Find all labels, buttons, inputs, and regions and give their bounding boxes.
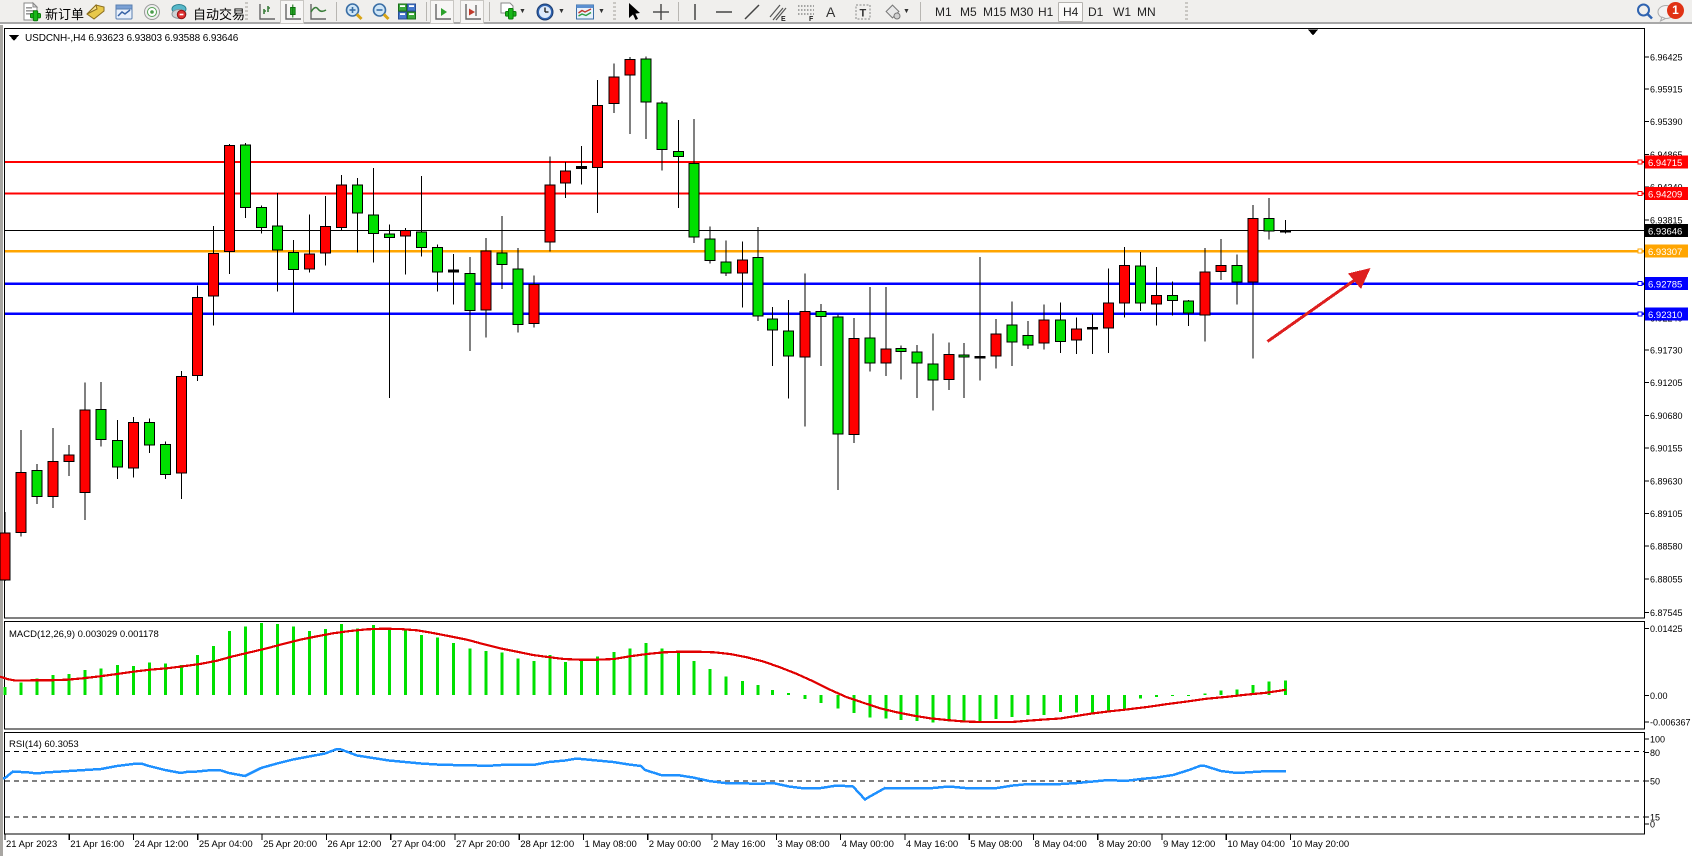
svg-text:25 Apr 04:00: 25 Apr 04:00 bbox=[199, 839, 253, 850]
svg-text:100: 100 bbox=[1650, 735, 1665, 745]
svg-text:2 May 16:00: 2 May 16:00 bbox=[713, 839, 765, 850]
svg-text:10 May 04:00: 10 May 04:00 bbox=[1227, 839, 1285, 850]
svg-text:6.88055: 6.88055 bbox=[1650, 575, 1683, 585]
svg-text:80: 80 bbox=[1650, 748, 1660, 758]
svg-text:-0.006367: -0.006367 bbox=[1650, 718, 1691, 728]
svg-text:1 May 08:00: 1 May 08:00 bbox=[585, 839, 637, 850]
svg-text:21 Apr 2023: 21 Apr 2023 bbox=[6, 839, 57, 850]
svg-text:9 May 12:00: 9 May 12:00 bbox=[1163, 839, 1215, 850]
svg-text:8 May 04:00: 8 May 04:00 bbox=[1034, 839, 1086, 850]
svg-text:15: 15 bbox=[1650, 813, 1660, 823]
svg-text:27 Apr 20:00: 27 Apr 20:00 bbox=[456, 839, 510, 850]
svg-text:6.90155: 6.90155 bbox=[1650, 444, 1683, 454]
svg-text:E: E bbox=[781, 16, 786, 23]
svg-text:25 Apr 20:00: 25 Apr 20:00 bbox=[263, 839, 317, 850]
svg-text:4 May 16:00: 4 May 16:00 bbox=[906, 839, 958, 850]
svg-text:6.91730: 6.91730 bbox=[1650, 345, 1683, 355]
svg-text:4 May 00:00: 4 May 00:00 bbox=[842, 839, 894, 850]
svg-text:21 Apr 16:00: 21 Apr 16:00 bbox=[70, 839, 124, 850]
svg-text:6.94865: 6.94865 bbox=[1650, 150, 1683, 160]
svg-text:USDCNH-,H4 6.93623 6.93803 6.: USDCNH-,H4 6.93623 6.93803 6.93588 6.936… bbox=[25, 33, 239, 44]
svg-text:6.93815: 6.93815 bbox=[1650, 215, 1683, 225]
svg-text:6.94715: 6.94715 bbox=[1648, 158, 1682, 169]
svg-text:6.93307: 6.93307 bbox=[1648, 247, 1682, 258]
svg-text:T: T bbox=[860, 8, 867, 20]
svg-text:24 Apr 12:00: 24 Apr 12:00 bbox=[135, 839, 189, 850]
svg-text:28 Apr 12:00: 28 Apr 12:00 bbox=[520, 839, 574, 850]
svg-text:3 May 08:00: 3 May 08:00 bbox=[777, 839, 829, 850]
svg-text:F: F bbox=[809, 16, 814, 23]
svg-text:50: 50 bbox=[1650, 777, 1660, 787]
svg-text:6.88580: 6.88580 bbox=[1650, 542, 1683, 552]
svg-text:6.92310: 6.92310 bbox=[1648, 310, 1682, 321]
svg-text:6.95915: 6.95915 bbox=[1650, 84, 1683, 94]
svg-text:6.90680: 6.90680 bbox=[1650, 411, 1683, 421]
svg-text:6.87545: 6.87545 bbox=[1650, 608, 1683, 618]
svg-text:6.95390: 6.95390 bbox=[1650, 117, 1683, 127]
svg-text:0.00: 0.00 bbox=[1650, 691, 1668, 701]
svg-text:0.01425: 0.01425 bbox=[1650, 624, 1683, 634]
svg-text:6.89105: 6.89105 bbox=[1650, 509, 1683, 519]
svg-text:6.93646: 6.93646 bbox=[1648, 226, 1682, 237]
svg-text:MACD(12,26,9) 0.003029 0.00117: MACD(12,26,9) 0.003029 0.001178 bbox=[9, 629, 159, 640]
svg-text:6.94209: 6.94209 bbox=[1648, 189, 1682, 200]
svg-text:27 Apr 04:00: 27 Apr 04:00 bbox=[392, 839, 446, 850]
svg-text:6.96425: 6.96425 bbox=[1650, 53, 1683, 63]
svg-text:6.92785: 6.92785 bbox=[1648, 280, 1682, 291]
svg-text:8 May 20:00: 8 May 20:00 bbox=[1099, 839, 1151, 850]
svg-text:RSI(14) 60.3053: RSI(14) 60.3053 bbox=[9, 739, 79, 750]
svg-text:0: 0 bbox=[1650, 820, 1655, 830]
svg-text:6.91205: 6.91205 bbox=[1650, 378, 1683, 388]
svg-text:10 May 20:00: 10 May 20:00 bbox=[1292, 839, 1350, 850]
svg-text:2 May 00:00: 2 May 00:00 bbox=[649, 839, 701, 850]
svg-text:5 May 08:00: 5 May 08:00 bbox=[970, 839, 1022, 850]
svg-text:6.89630: 6.89630 bbox=[1650, 476, 1683, 486]
svg-text:26 Apr 12:00: 26 Apr 12:00 bbox=[327, 839, 381, 850]
